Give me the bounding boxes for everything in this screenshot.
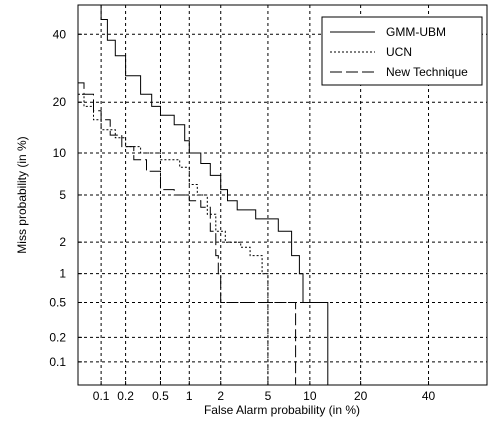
grid-lines <box>78 5 487 385</box>
y-tick-label: 0.1 <box>49 355 66 369</box>
x-axis-label: False Alarm probability (in %) <box>204 403 360 417</box>
x-tick-label: 0.2 <box>117 389 134 403</box>
legend: GMM-UBM UCN New Technique <box>321 16 483 86</box>
x-tick-label: 0.5 <box>152 389 169 403</box>
legend-box <box>321 16 483 86</box>
x-tick-label: 10 <box>303 389 317 403</box>
y-tick-label: 0.5 <box>49 295 66 309</box>
x-tick-label: 40 <box>422 389 436 403</box>
x-tick-label: 5 <box>265 389 272 403</box>
y-tick-label: 20 <box>53 95 67 109</box>
series-line-new-technique <box>78 82 297 385</box>
y-tick-label: 10 <box>53 146 67 160</box>
legend-label-new-technique: New Technique <box>386 65 468 79</box>
series-line-ucn <box>78 93 269 385</box>
y-tick-label: 1 <box>59 267 66 281</box>
y-tick-label: 2 <box>59 235 66 249</box>
y-tick-label: 40 <box>53 27 67 41</box>
x-tick-label: 0.1 <box>93 389 110 403</box>
x-axis-ticks: 0.1 0.2 0.5 1 2 5 10 20 40 <box>93 381 436 403</box>
x-tick-label: 1 <box>186 389 193 403</box>
y-tick-label: 0.2 <box>49 330 66 344</box>
legend-label-ucn: UCN <box>386 45 412 59</box>
legend-label-gmm-ubm: GMM-UBM <box>386 25 446 39</box>
series-layer <box>78 5 329 385</box>
series-line-gmm-ubm <box>97 5 329 385</box>
y-axis-ticks: 0.1 0.2 0.5 1 2 5 10 20 40 <box>49 27 82 369</box>
x-tick-label: 2 <box>217 389 224 403</box>
y-axis-label: Miss probability (in %) <box>15 136 29 253</box>
y-tick-label: 5 <box>59 188 66 202</box>
x-tick-label: 20 <box>354 389 368 403</box>
